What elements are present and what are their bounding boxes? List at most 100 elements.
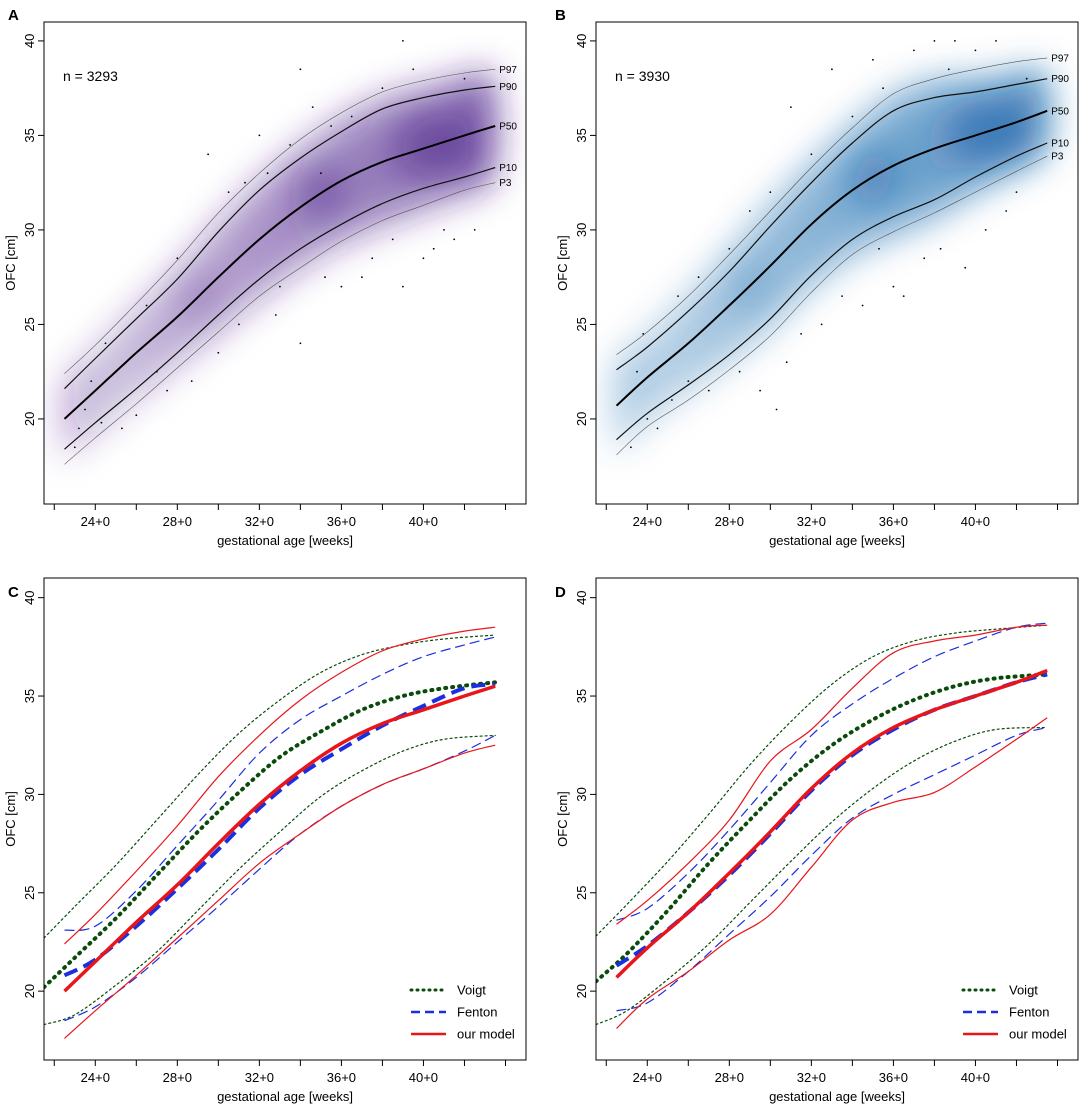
legend-label-voigt: Voigt bbox=[457, 983, 486, 998]
percentile-line-p90 bbox=[64, 85, 496, 390]
data-point bbox=[872, 58, 874, 61]
data-point bbox=[882, 87, 884, 90]
y-tick-label: 25 bbox=[22, 886, 37, 900]
y-tick-label: 30 bbox=[22, 223, 37, 237]
legend-label-our-model: our model bbox=[1009, 1027, 1067, 1042]
y-axis-title: OFC [cm] bbox=[555, 791, 570, 847]
percentile-line-p97 bbox=[64, 69, 496, 374]
curve-voigt-p97 bbox=[44, 634, 496, 939]
curve-fenton-p90 bbox=[64, 636, 496, 932]
data-point bbox=[453, 238, 456, 241]
data-point bbox=[299, 68, 302, 71]
data-point bbox=[759, 389, 761, 392]
x-tick-label: 32+0 bbox=[245, 1070, 274, 1085]
percentile-label-p10: P10 bbox=[499, 163, 517, 174]
data-point bbox=[841, 295, 843, 297]
y-tick-label: 35 bbox=[22, 689, 37, 703]
x-tick-label: 32+0 bbox=[245, 514, 274, 529]
y-tick-label: 40 bbox=[22, 34, 37, 48]
data-point bbox=[238, 323, 240, 326]
data-point bbox=[902, 295, 905, 297]
data-point bbox=[381, 87, 384, 90]
data-point bbox=[707, 389, 710, 392]
data-point bbox=[340, 285, 343, 288]
curve-voigt-p50 bbox=[44, 680, 498, 990]
data-point bbox=[402, 40, 404, 42]
data-point bbox=[728, 247, 731, 250]
percentile-line-p50 bbox=[615, 109, 1048, 407]
x-tick-label: 24+0 bbox=[633, 1070, 662, 1085]
data-point bbox=[463, 77, 466, 80]
curve-our-model-p3 bbox=[64, 744, 496, 1039]
data-point bbox=[176, 257, 179, 260]
data-point bbox=[422, 257, 425, 260]
data-point bbox=[810, 153, 813, 156]
y-tick-label: 30 bbox=[574, 223, 589, 237]
data-point bbox=[913, 49, 915, 52]
data-point bbox=[933, 40, 936, 42]
x-axis-title: gestational age [weeks] bbox=[769, 533, 905, 548]
x-tick-label: 24+0 bbox=[633, 514, 662, 529]
percentile-line-p97 bbox=[616, 57, 1048, 355]
y-axis-title: OFC [cm] bbox=[3, 235, 18, 291]
panel-d: D Voigt Fenton our model 24+0 28+0 32+0 36+0 40+… bbox=[555, 577, 1079, 1104]
y-tick-label: 25 bbox=[574, 886, 589, 900]
panel-letter-c: C bbox=[8, 584, 19, 601]
legend-label-fenton: Fenton bbox=[1009, 1005, 1049, 1020]
data-point bbox=[677, 295, 679, 297]
data-point bbox=[100, 421, 103, 424]
data-point bbox=[402, 285, 404, 288]
data-point bbox=[687, 380, 690, 382]
curve-voigt-p3 bbox=[596, 726, 1048, 1026]
legend: Voigt Fenton our model bbox=[409, 983, 515, 1042]
data-point bbox=[984, 229, 987, 231]
data-point bbox=[190, 380, 193, 382]
x-tick-label: 40+0 bbox=[409, 1070, 438, 1085]
data-point bbox=[473, 229, 476, 231]
panel-letter-d: D bbox=[555, 584, 566, 601]
plot-frame bbox=[595, 21, 1079, 505]
panel-c: C Voigt Fenton our model 24+0 28+0 32+0 36+0 40+… bbox=[3, 577, 527, 1104]
x-tick-label: 36+0 bbox=[879, 514, 908, 529]
plot-area-b bbox=[600, 40, 1058, 459]
data-point bbox=[861, 304, 864, 307]
data-point bbox=[324, 276, 326, 279]
data-point bbox=[656, 427, 659, 430]
x-tick-label: 36+0 bbox=[327, 1070, 356, 1085]
data-point bbox=[227, 191, 230, 194]
percentile-line-p90 bbox=[616, 78, 1048, 371]
data-point bbox=[785, 361, 788, 364]
curve-fenton-p10 bbox=[64, 734, 496, 1022]
y-tick-label: 30 bbox=[574, 787, 589, 801]
data-point bbox=[642, 333, 645, 335]
x-tick-label: 40+0 bbox=[409, 514, 438, 529]
data-point bbox=[748, 210, 751, 212]
percentile-label-p97: P97 bbox=[1051, 53, 1069, 64]
data-point bbox=[995, 40, 997, 42]
data-point bbox=[892, 285, 895, 288]
data-point bbox=[432, 247, 435, 250]
y-tick-label: 40 bbox=[574, 34, 589, 48]
x-tick-label: 28+0 bbox=[163, 514, 192, 529]
data-point bbox=[1015, 191, 1018, 194]
data-point bbox=[391, 238, 394, 241]
data-point bbox=[350, 115, 353, 118]
x-tick-label: 28+0 bbox=[715, 514, 744, 529]
percentile-label-p50: P50 bbox=[1051, 106, 1069, 117]
data-point bbox=[800, 333, 802, 335]
curve-fenton-p50 bbox=[63, 682, 496, 978]
data-point bbox=[274, 314, 277, 316]
x-axis-title: gestational age [weeks] bbox=[217, 533, 353, 548]
data-point bbox=[207, 153, 210, 156]
x-tick-label: 40+0 bbox=[961, 514, 990, 529]
data-point bbox=[630, 446, 632, 449]
y-tick-label: 25 bbox=[22, 317, 37, 331]
x-tick-label: 32+0 bbox=[797, 514, 826, 529]
data-point bbox=[851, 115, 854, 118]
data-point bbox=[636, 370, 638, 373]
x-tick-label: 36+0 bbox=[879, 1070, 908, 1085]
y-tick-label: 40 bbox=[574, 590, 589, 604]
percentile-line-p3 bbox=[64, 182, 496, 465]
data-point bbox=[769, 191, 772, 194]
curve-our-model-p3 bbox=[616, 717, 1048, 1029]
